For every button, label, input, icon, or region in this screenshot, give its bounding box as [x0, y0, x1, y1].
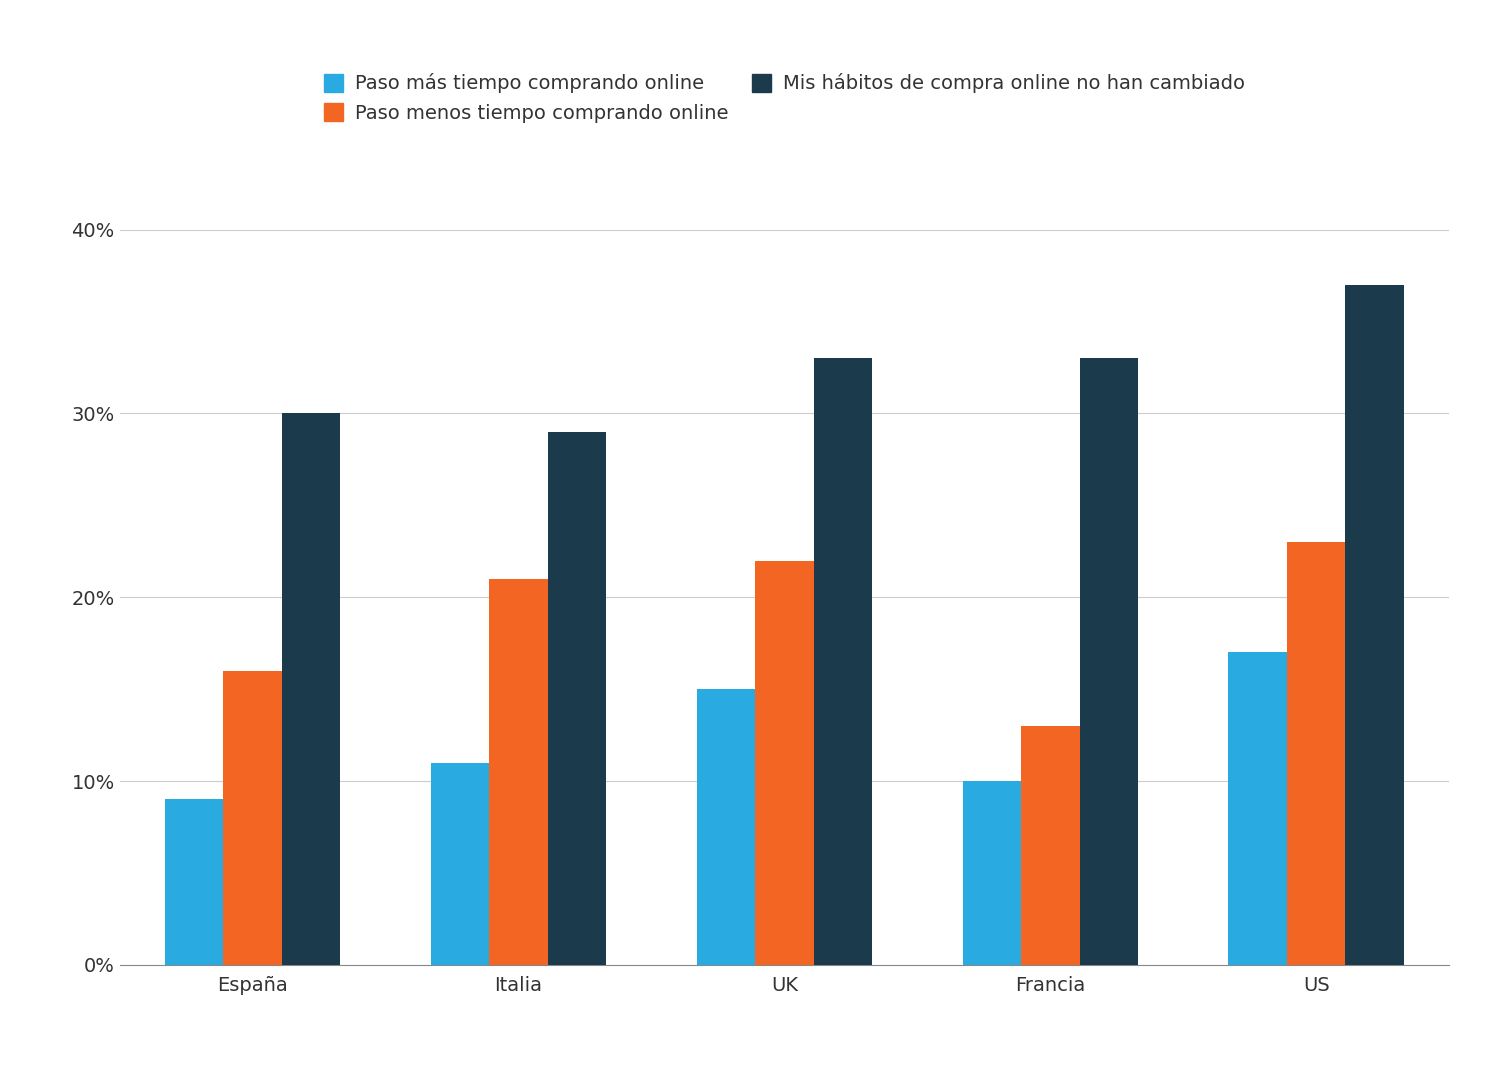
Bar [489, 579, 548, 965]
Bar [1228, 653, 1286, 965]
Bar [430, 762, 489, 965]
Bar [1286, 542, 1346, 965]
Bar [1020, 726, 1080, 965]
Bar [754, 561, 814, 965]
Bar [962, 781, 1020, 965]
Legend: Paso más tiempo comprando online, Paso menos tiempo comprando online, Mis hábito: Paso más tiempo comprando online, Paso m… [314, 63, 1255, 132]
Bar [164, 800, 223, 965]
Bar [696, 689, 754, 965]
Bar [548, 432, 607, 965]
Bar [1080, 358, 1138, 965]
Bar [223, 671, 282, 965]
Bar [282, 414, 341, 965]
Bar [814, 358, 872, 965]
Bar [1346, 285, 1404, 965]
